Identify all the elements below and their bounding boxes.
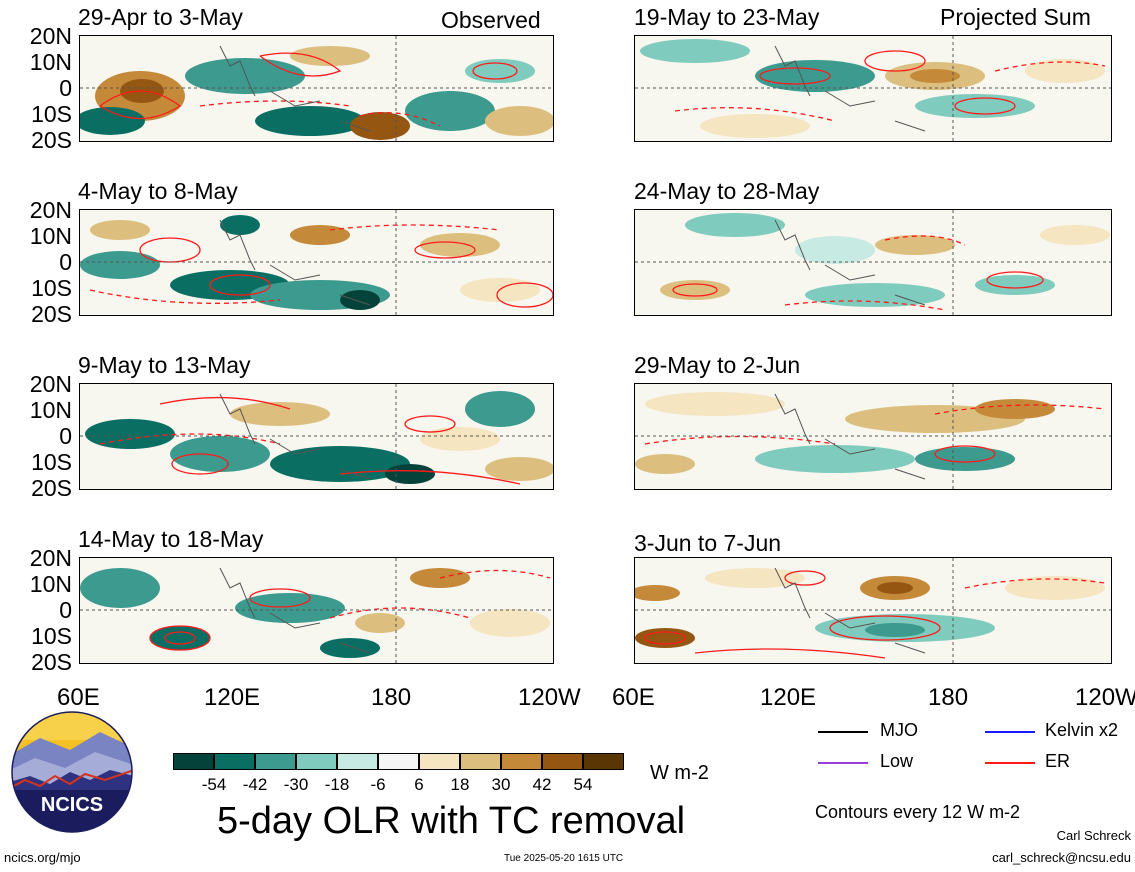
- panel-1-observed-label: Observed: [441, 7, 541, 33]
- colorbar-tick: -42: [242, 775, 268, 794]
- lon-label-120w-right: 120W: [1075, 684, 1135, 711]
- panel-7-date: 29-May to 2-Jun: [634, 352, 801, 378]
- panel-8-date: 3-Jun to 7-Jun: [634, 530, 782, 556]
- colorbar-bin-9: [501, 753, 542, 770]
- colorbar-tick: 42: [532, 775, 552, 794]
- legend-kelvin-label: Kelvin x2: [1045, 720, 1119, 740]
- lat-label-0: 0: [59, 75, 72, 101]
- colorbar-bin-10: [542, 753, 583, 770]
- colorbar-bin-1: [173, 753, 214, 770]
- lat-label-0: 0: [59, 597, 72, 623]
- colorbar-tick: -18: [324, 775, 350, 794]
- panel-4-date: 14-May to 18-May: [78, 526, 264, 552]
- colorbar-tick: -6: [370, 775, 386, 794]
- footer-site-link[interactable]: ncics.org/mjo: [4, 850, 81, 865]
- colorbar-bin-11: [583, 753, 624, 770]
- legend-mjo-swatch: [818, 731, 868, 733]
- olr-map-panel-4: [79, 557, 554, 664]
- colorbar-bin-8: [460, 753, 501, 770]
- colorbar-bin-3: [255, 753, 296, 770]
- legend-mjo-label: MJO: [880, 720, 918, 740]
- lat-label-20n: 20N: [29, 197, 72, 223]
- panel-1-date: 29-Apr to 3-May: [78, 4, 243, 30]
- lon-label-180-right: 180: [928, 684, 969, 711]
- lat-label-10s: 10S: [31, 623, 72, 649]
- olr-map-panel-3: [79, 383, 554, 490]
- lat-label-10n: 10N: [29, 49, 72, 75]
- colorbar-tick: 6: [414, 775, 424, 794]
- footer-email[interactable]: carl_schreck@ncsu.edu: [992, 850, 1131, 865]
- lat-label-10n: 10N: [29, 397, 72, 423]
- main-title: 5-day OLR with TC removal: [217, 800, 686, 842]
- legend-low-label: Low: [880, 751, 914, 771]
- ncics-logo: NCICS: [10, 710, 134, 839]
- lon-label-60e-left: 60E: [57, 684, 100, 711]
- lat-label-0: 0: [59, 249, 72, 275]
- footer-timestamp: Tue 2025-05-20 1615 UTC: [504, 853, 624, 864]
- colorbar-bin-6: [378, 753, 419, 770]
- lat-label-10s: 10S: [31, 101, 72, 127]
- panel-2-date: 4-May to 8-May: [78, 178, 238, 204]
- lon-label-180-left: 180: [371, 684, 412, 711]
- lat-label-20s: 20S: [31, 649, 72, 675]
- lat-label-20n: 20N: [29, 371, 72, 397]
- olr-map-panel-7: [634, 383, 1112, 490]
- lat-label-20s: 20S: [31, 475, 72, 501]
- olr-map-panel-8: [634, 557, 1112, 664]
- lat-label-10s: 10S: [31, 449, 72, 475]
- lon-label-120w-left: 120W: [518, 684, 581, 711]
- lat-label-0: 0: [59, 423, 72, 449]
- colorbar-tick: -30: [283, 775, 309, 794]
- lat-label-20s: 20S: [31, 301, 72, 327]
- contour-note: Contours every 12 W m-2: [815, 802, 1021, 822]
- olr-map-panel-2: [79, 209, 554, 316]
- lon-label-120e-right: 120E: [760, 684, 817, 711]
- lon-label-60e-right: 60E: [612, 684, 655, 711]
- colorbar-units: W m-2: [650, 762, 709, 784]
- panel-3-date: 9-May to 13-May: [78, 352, 251, 378]
- colorbar-bin-5: [337, 753, 378, 770]
- lat-label-20n: 20N: [29, 545, 72, 571]
- lat-label-10s: 10S: [31, 275, 72, 301]
- lon-label-120e-left: 120E: [204, 684, 261, 711]
- lat-label-10n: 10N: [29, 571, 72, 597]
- olr-map-panel-5: [634, 35, 1112, 142]
- olr-map-panel-1: [79, 35, 554, 142]
- olr-map-panel-6: [634, 209, 1112, 316]
- lat-label-10n: 10N: [29, 223, 72, 249]
- footer-author: Carl Schreck: [1056, 828, 1131, 843]
- colorbar-bin-2: [214, 753, 255, 770]
- panel-5-date: 19-May to 23-May: [634, 4, 820, 30]
- colorbar-tick: 18: [450, 775, 470, 794]
- colorbar-tick: 30: [491, 775, 511, 794]
- legend-low-swatch: [818, 762, 868, 764]
- lat-label-20s: 20S: [31, 127, 72, 153]
- colorbar-tick: 54: [573, 775, 593, 794]
- panel-6-date: 24-May to 28-May: [634, 178, 820, 204]
- legend-er-swatch: [985, 762, 1035, 764]
- legend-er-label: ER: [1045, 751, 1071, 771]
- colorbar-bin-7: [419, 753, 460, 770]
- colorbar-tick: -54: [201, 775, 227, 794]
- colorbar-bin-4: [296, 753, 337, 770]
- lat-label-20n: 20N: [29, 23, 72, 49]
- legend-kelvin-swatch: [985, 731, 1035, 733]
- ncics-logo-text: NCICS: [41, 794, 103, 816]
- panel-5-projected-label: Projected Sum: [940, 4, 1091, 30]
